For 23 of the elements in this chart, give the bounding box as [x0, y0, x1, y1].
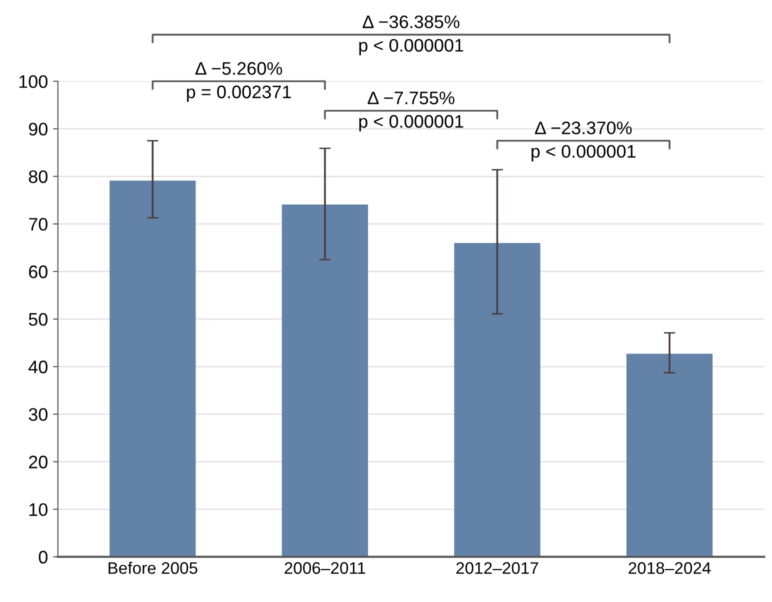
- annotation: Δ −5.260% p = 0.002371: [187, 62, 291, 102]
- y-tick-label: 20: [29, 456, 48, 468]
- y-tick-label: 10: [29, 503, 48, 516]
- bar: [282, 204, 368, 557]
- x-tick-label: 2006–2011: [284, 562, 366, 574]
- y-tick-label: 80: [28, 170, 48, 184]
- x-tick-label: 2012–2017: [456, 562, 538, 574]
- y-tick-label: 0: [38, 550, 48, 564]
- bar: [626, 354, 713, 557]
- bar: [110, 180, 196, 557]
- x-tick-label: Before 2005: [108, 562, 198, 574]
- text: Δ −36.385% p < 0.000001: [359, 15, 464, 56]
- y-tick-label: 60: [29, 265, 48, 278]
- bar: [454, 242, 540, 557]
- y-tick-label: 40: [28, 360, 48, 374]
- y-tick-label: 100: [19, 75, 48, 88]
- y-tick-label: 70: [29, 218, 48, 231]
- y-tick-label: 30: [28, 408, 48, 421]
- y-tick-label: 50: [28, 312, 48, 326]
- annotation: Δ −7.755% p < 0.000001: [359, 92, 464, 132]
- y-tick-label: 90: [28, 122, 48, 136]
- x-tick-label: 2018–2024: [628, 562, 711, 574]
- annotation: Δ −23.370% p < 0.000001: [532, 122, 636, 162]
